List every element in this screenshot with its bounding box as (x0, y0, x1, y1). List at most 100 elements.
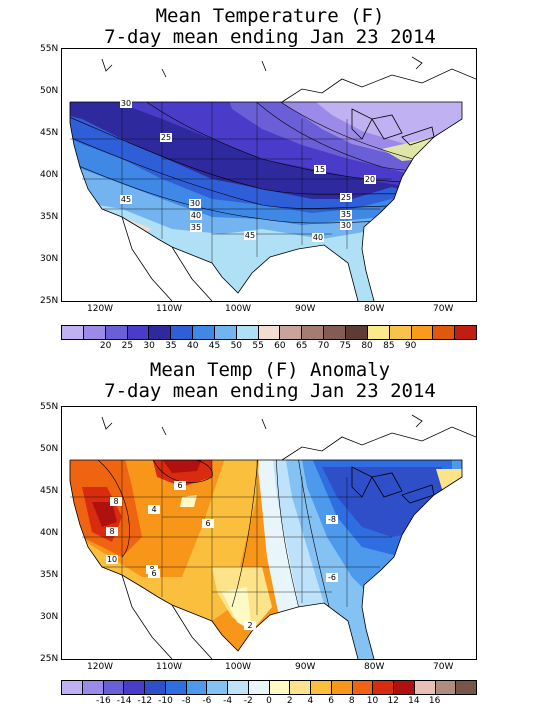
colorbar-label: 90 (404, 341, 417, 351)
contour-label: -8 (328, 515, 336, 524)
top-lat-label: 25N (40, 296, 59, 306)
colorbar-label: 4 (307, 696, 314, 706)
colorbar-swatch (435, 681, 457, 694)
contour-label-bg (340, 193, 352, 202)
colorbar-swatch (83, 326, 106, 339)
top-map-graphic: 30 25 15 20 25 45 30 35 40 30 35 40 45 (69, 56, 476, 301)
colorbar-swatch (433, 326, 456, 339)
colorbar-label: -8 (181, 696, 191, 706)
bottom-lat-label: 25N (40, 654, 59, 664)
colorbar-label: 10 (366, 696, 379, 706)
colorbar-swatch (193, 326, 215, 339)
top-lat-label: 45N (40, 128, 59, 138)
colorbar-label: 16 (428, 696, 441, 706)
contour-label-bg (244, 231, 256, 240)
colorbar-swatch (236, 326, 259, 339)
contour-label: 6 (205, 519, 210, 528)
contour-label: 45 (245, 231, 255, 240)
contour-label: 15 (315, 165, 325, 174)
contour-label-bg (190, 223, 202, 232)
colorbar-label: 6 (328, 696, 334, 706)
bottom-lat-label: 30N (40, 612, 59, 622)
colorbar-label: 25 (121, 341, 134, 351)
colorbar-label: 60 (274, 341, 286, 351)
bottom-lat-label: 55N (40, 402, 59, 412)
bottom-lon-label: 90W (295, 662, 316, 672)
contour-label-bg (312, 233, 324, 242)
colorbar-label: 85 (383, 341, 395, 351)
contour-label-bg (174, 481, 186, 490)
colorbar-swatch (207, 681, 228, 694)
contour-label-bg (364, 175, 376, 184)
contour-label: 8 (113, 497, 118, 506)
colorbar-label: 75 (339, 341, 351, 351)
top-map-title-line2: 7-day mean ending Jan 23 2014 (104, 26, 436, 48)
colorbar-swatch (373, 681, 394, 694)
contour-label-bg (190, 211, 202, 220)
top-colorbar (61, 325, 477, 340)
top-lat-label: 35N (40, 212, 59, 222)
colorbar-label: -14 (116, 696, 132, 706)
contour-label-bg (340, 210, 352, 219)
contour-label-bg (106, 527, 118, 536)
bottom-anomaly-map: 684681086-8-62 (61, 406, 477, 660)
contour-label-bg (326, 515, 338, 524)
contour-label-bg (314, 165, 326, 174)
colorbar-label: 8 (348, 696, 355, 706)
contour-label-bg (148, 505, 160, 514)
colorbar-swatch (228, 681, 249, 694)
contour-label-bg (120, 195, 132, 204)
colorbar-label: 20 (99, 341, 112, 351)
colorbar-label: 40 (187, 341, 199, 351)
contour-label: 35 (191, 223, 201, 232)
contour-label: 6 (151, 569, 156, 578)
bottom-lat-label: 40N (40, 528, 59, 538)
contour-label: -6 (328, 573, 336, 582)
colorbar-label: 55 (252, 341, 264, 351)
colorbar-label: -12 (137, 696, 153, 706)
top-lon-label: 110W (156, 304, 183, 314)
top-map-title-line1: Mean Temperature (F) (155, 5, 385, 27)
colorbar-swatch (165, 681, 187, 694)
bottom-lat-label: 35N (40, 570, 59, 580)
colorbar-label: 2 (286, 696, 293, 706)
colorbar-swatch (62, 326, 84, 339)
top-lon-label: 90W (295, 304, 316, 314)
bottom-lon-label: 80W (364, 662, 385, 672)
contour-label-bg (326, 573, 338, 582)
contour-label: 20 (365, 175, 375, 184)
bottom-lon-label: 120W (87, 662, 114, 672)
colorbar-label: 30 (143, 341, 155, 351)
top-temperature-map: 30 25 15 20 25 45 30 35 40 30 35 40 45 (61, 48, 477, 302)
colorbar-swatch (389, 326, 412, 339)
top-lon-label: 100W (225, 304, 252, 314)
colorbar-swatch (103, 681, 125, 694)
colorbar-swatch (394, 681, 415, 694)
colorbar-swatch (352, 681, 374, 694)
bottom-lon-label: 100W (225, 662, 252, 672)
colorbar-swatch (331, 681, 353, 694)
colorbar-swatch (456, 681, 476, 694)
contour-label: 35 (341, 210, 351, 219)
contour-label: 10 (107, 555, 117, 564)
colorbar-swatch (171, 326, 194, 339)
contour-label: 30 (341, 221, 351, 230)
colorbar-swatch (145, 681, 166, 694)
colorbar-label: 50 (230, 341, 243, 351)
colorbar-swatch (367, 326, 390, 339)
contour-label: 8 (109, 527, 114, 536)
bottom-colorbar (61, 680, 477, 695)
contour-label: 40 (191, 211, 201, 220)
colorbar-swatch (127, 326, 150, 339)
contour-label: 6 (177, 481, 182, 490)
contour-label-bg (340, 221, 352, 230)
colorbar-label: 12 (387, 696, 399, 706)
colorbar-swatch (62, 681, 83, 694)
contour-label-bg (110, 497, 122, 506)
colorbar-swatch (414, 681, 436, 694)
colorbar-swatch (302, 326, 325, 339)
contour-label-bg (120, 99, 132, 108)
contour-label: 2 (247, 621, 252, 630)
colorbar-swatch (258, 326, 281, 339)
colorbar-label: -6 (202, 696, 212, 706)
